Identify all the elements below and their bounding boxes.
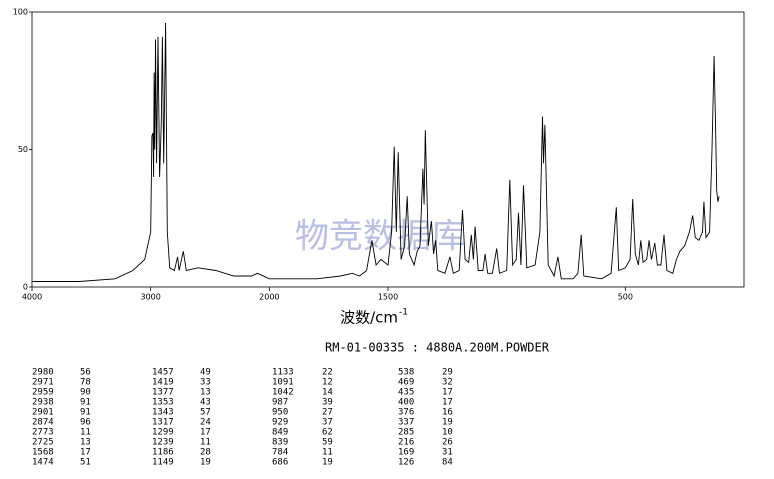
- peak-wavenumber: 1239: [152, 438, 174, 448]
- peak-intensity: 19: [200, 458, 211, 468]
- peak-wavenumber: 126: [398, 458, 414, 468]
- peak-intensity: 22: [322, 368, 333, 378]
- peak-intensity: 90: [80, 388, 91, 398]
- peak-wavenumber: 950: [272, 408, 288, 418]
- peak-intensity: 59: [322, 438, 333, 448]
- peak-intensity: 19: [322, 458, 333, 468]
- peak-intensity: 11: [322, 448, 333, 458]
- peak-wavenumber: 1343: [152, 408, 174, 418]
- peak-intensity: 16: [442, 408, 453, 418]
- peak-intensity: 57: [200, 408, 211, 418]
- peak-wavenumber: 987: [272, 398, 288, 408]
- peak-wavenumber: 2959: [32, 388, 54, 398]
- x-tick-label: 500: [618, 293, 633, 302]
- peak-intensity: 17: [442, 388, 453, 398]
- peak-intensity: 11: [200, 438, 211, 448]
- peak-wavenumber: 1299: [152, 428, 174, 438]
- peak-wavenumber: 216: [398, 438, 414, 448]
- peak-wavenumber: 1133: [272, 368, 294, 378]
- peak-wavenumber: 2725: [32, 438, 54, 448]
- peak-wavenumber: 2773: [32, 428, 54, 438]
- peak-wavenumber: 1377: [152, 388, 174, 398]
- peak-intensity: 39: [322, 398, 333, 408]
- peak-intensity: 13: [200, 388, 211, 398]
- y-tick-label: 100: [13, 8, 28, 17]
- peak-intensity: 27: [322, 408, 333, 418]
- peak-wavenumber: 2980: [32, 368, 54, 378]
- peak-intensity: 49: [200, 368, 211, 378]
- peak-intensity: 28: [200, 448, 211, 458]
- peak-intensity: 14: [322, 388, 333, 398]
- peak-intensity: 56: [80, 368, 91, 378]
- peak-wavenumber: 400: [398, 398, 414, 408]
- peak-intensity: 26: [442, 438, 453, 448]
- peak-intensity: 91: [80, 398, 91, 408]
- spectrum-line: [32, 22, 720, 282]
- peak-wavenumber: 337: [398, 418, 414, 428]
- peak-wavenumber: 2874: [32, 418, 54, 428]
- peak-intensity: 17: [442, 398, 453, 408]
- peak-intensity: 43: [200, 398, 211, 408]
- peak-intensity: 13: [80, 438, 91, 448]
- peak-intensity: 84: [442, 458, 453, 468]
- x-axis-label-sup: -1: [399, 308, 408, 318]
- peak-intensity: 17: [200, 428, 211, 438]
- peak-wavenumber: 1457: [152, 368, 174, 378]
- peak-wavenumber: 1186: [152, 448, 174, 458]
- peak-wavenumber: 784: [272, 448, 288, 458]
- x-axis-label: 波数/cm: [340, 309, 398, 327]
- peak-intensity: 17: [80, 448, 91, 458]
- x-tick-label: 4000: [22, 293, 42, 302]
- peak-intensity: 29: [442, 368, 453, 378]
- x-tick-label: 1500: [378, 293, 398, 302]
- y-tick-label: 0: [23, 283, 28, 292]
- x-tick-label: 2000: [259, 293, 279, 302]
- peak-intensity: 11: [80, 428, 91, 438]
- peak-wavenumber: 1568: [32, 448, 54, 458]
- peak-wavenumber: 1091: [272, 378, 294, 388]
- peak-intensity: 10: [442, 428, 453, 438]
- peak-wavenumber: 849: [272, 428, 288, 438]
- peak-wavenumber: 839: [272, 438, 288, 448]
- peak-intensity: 37: [322, 418, 333, 428]
- peak-wavenumber: 2971: [32, 378, 54, 388]
- peak-intensity: 19: [442, 418, 453, 428]
- peak-wavenumber: 1317: [152, 418, 174, 428]
- peak-wavenumber: 285: [398, 428, 414, 438]
- peak-wavenumber: 686: [272, 458, 288, 468]
- peak-wavenumber: 376: [398, 408, 414, 418]
- peak-wavenumber: 469: [398, 378, 414, 388]
- peak-wavenumber: 435: [398, 388, 414, 398]
- peak-intensity: 31: [442, 448, 453, 458]
- peak-wavenumber: 1149: [152, 458, 174, 468]
- x-tick-label: 3000: [140, 293, 160, 302]
- peak-intensity: 32: [442, 378, 453, 388]
- peak-wavenumber: 1042: [272, 388, 294, 398]
- peak-wavenumber: 169: [398, 448, 414, 458]
- peak-wavenumber: 2901: [32, 408, 54, 418]
- peak-intensity: 62: [322, 428, 333, 438]
- peak-intensity: 51: [80, 458, 91, 468]
- peak-wavenumber: 1419: [152, 378, 174, 388]
- y-tick-label: 50: [18, 145, 28, 154]
- peak-intensity: 96: [80, 418, 91, 428]
- peak-intensity: 78: [80, 378, 91, 388]
- peak-wavenumber: 2938: [32, 398, 54, 408]
- peak-intensity: 91: [80, 408, 91, 418]
- subtitle: RM-01-00335 : 4880A.200M.POWDER: [325, 341, 550, 355]
- peak-wavenumber: 1353: [152, 398, 174, 408]
- peak-intensity: 24: [200, 418, 211, 428]
- peak-wavenumber: 929: [272, 418, 288, 428]
- peak-wavenumber: 1474: [32, 458, 54, 468]
- watermark: 物竞数据库: [295, 217, 465, 257]
- peak-intensity: 33: [200, 378, 211, 388]
- peak-intensity: 12: [322, 378, 333, 388]
- peak-wavenumber: 538: [398, 368, 414, 378]
